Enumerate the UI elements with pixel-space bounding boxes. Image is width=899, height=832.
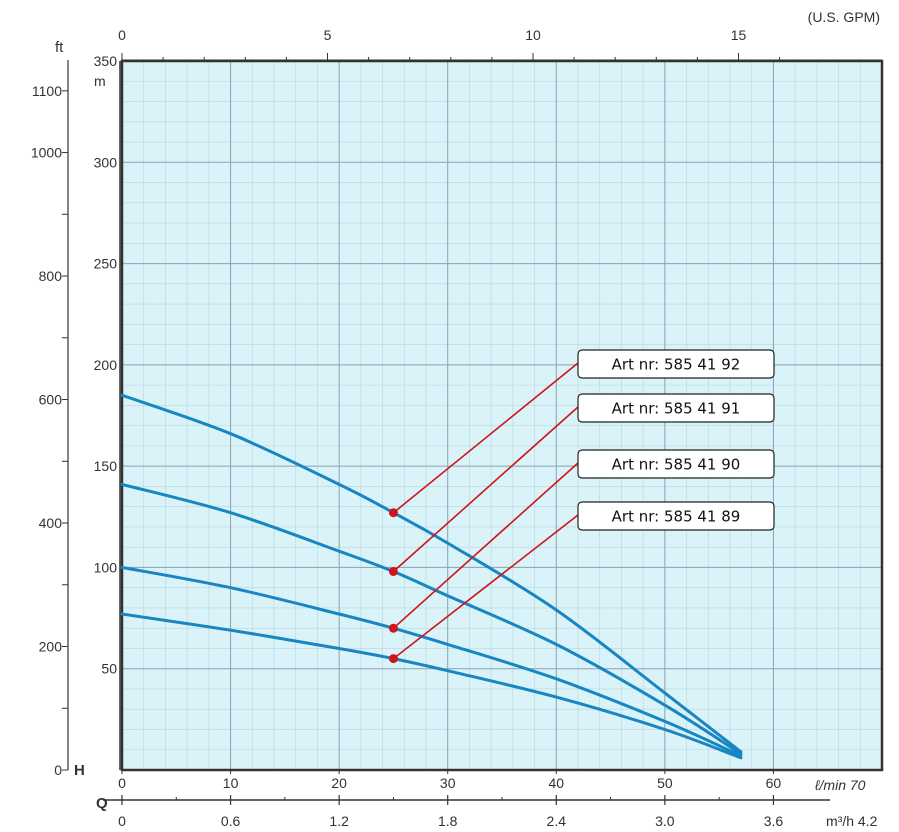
series-line-2 [120,482,743,756]
left-outer-tick-label: 600 [39,392,63,408]
left-outer-unit: ft [55,39,64,56]
series-marker-2 [388,566,398,576]
series-line-1 [120,393,743,754]
left-inner-tick-label: 50 [101,661,117,677]
series-line-3 [120,565,743,758]
bottom-axis-tick-label: 20 [331,775,347,791]
curve-callouts: Art nr: 585 41 92 Art nr: 585 41 91 Art nr… [388,349,775,664]
flow-axis-tick-label: 3.0 [655,813,675,829]
left-inner-tick-label: 200 [94,357,118,373]
bottom-axis-tick-label: 40 [548,775,564,791]
left-inner-unit: m [94,73,106,89]
callout-box-2 [577,393,775,423]
flow-axis-tick-label: 0 [118,813,126,829]
flow-axis-unit: m³/h 4.2 [826,813,878,829]
callout-leader-1 [392,362,579,514]
left-inner-tick-label: 150 [94,458,118,474]
top-axis-tick-label: 15 [731,27,747,43]
series-label-3: Art nr: 585 41 90 [612,456,741,474]
callout-leader-4 [392,514,579,660]
left-outer-tick-label: 0 [54,762,62,778]
flow-axis-tick-label: 3.6 [764,813,784,829]
bottom-axis-tick-label: 10 [223,775,239,791]
series-marker-3 [388,623,398,633]
top-axis-tick-label: 10 [525,27,541,43]
bottom-axis-tick-label: 0 [118,775,126,791]
left-outer-tick-label: 1000 [31,145,62,161]
callout-leader-3 [392,462,579,629]
flow-axis-tick-label: 0.6 [221,813,241,829]
flow-axis-tick-label: 1.8 [438,813,458,829]
flow-axis-tick-label: 1.2 [329,813,349,829]
bottom-axis-tick-label: 30 [440,775,456,791]
series-label-4: Art nr: 585 41 89 [612,508,741,526]
callout-box-4 [577,501,775,531]
plot-frame [120,59,884,772]
series-label-1: Art nr: 585 41 92 [612,356,741,374]
top-axis-unit: (U.S. GPM) [808,9,880,25]
top-axis-tick-label: 5 [324,27,332,43]
head-axis-label: H [74,762,85,779]
axes: 0 5 10 15(U.S. GPM)50100150200250300350m020… [31,9,882,829]
series-marker-4 [388,654,398,664]
left-outer-tick-label: 800 [39,268,63,284]
bottom-axis-tick-label: 60 [766,775,782,791]
top-axis-tick-label: 0 [118,27,126,43]
pump-curves [120,393,743,760]
left-inner-tick-label: 250 [94,256,118,272]
left-outer-tick-label: 1100 [32,83,62,99]
series-line-4 [120,612,743,760]
left-inner-tick-label: 350 [94,53,118,69]
bottom-axis-unit: ℓ/min 70 [814,777,866,793]
callout-leader-2 [392,406,579,573]
left-outer-tick-label: 400 [39,515,63,531]
series-marker-1 [388,508,398,518]
left-outer-tick-label: 200 [39,639,63,655]
callout-box-3 [577,449,775,479]
series-label-2: Art nr: 585 41 91 [612,400,741,418]
callout-box-1 [577,349,775,379]
left-inner-tick-label: 100 [94,559,118,575]
left-inner-tick-label: 300 [94,154,118,170]
flow-axis-label: Q [96,795,108,812]
flow-axis-tick-label: 2.4 [547,813,567,829]
bottom-axis-tick-label: 50 [657,775,673,791]
